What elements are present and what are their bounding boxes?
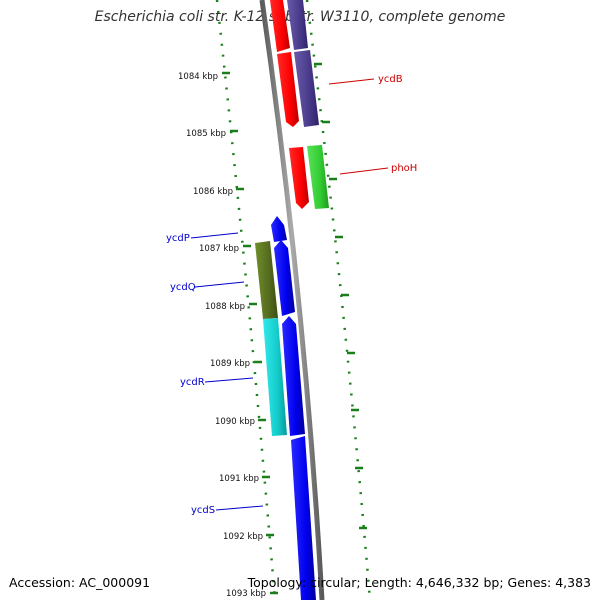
genome-backbone: [259, 0, 325, 600]
gene-ycdB-upper-purple[interactable]: [287, 0, 308, 50]
tick-label: 1093 kbp: [226, 589, 266, 599]
gene-label-ycdR[interactable]: ycdR: [180, 377, 254, 388]
gene-label-ycdQ[interactable]: ycdQ: [170, 281, 245, 293]
gene-phoH-red[interactable]: [289, 147, 309, 209]
gene-phoH-green[interactable]: [307, 145, 329, 209]
inner-ticks: [222, 71, 278, 595]
outer-ticks: [314, 62, 367, 530]
tick-label: 1085 kbp: [186, 129, 226, 139]
gene-label-text: ycdQ: [170, 282, 196, 293]
tick-labels: 1084 kbp 1085 kbp 1086 kbp 1087 kbp 1088…: [178, 72, 266, 599]
gene-label-text: ycdP: [166, 233, 190, 244]
gene-ycdQ-blue[interactable]: [274, 240, 295, 316]
gene-label-text: ycdB: [378, 74, 403, 85]
gene-ycdP-blue-short[interactable]: [271, 216, 287, 242]
tick-label: 1089 kbp: [210, 359, 250, 369]
accession-text: Accession: AC_000091: [9, 575, 151, 590]
tick-label: 1090 kbp: [215, 417, 255, 427]
tick-label: 1088 kbp: [205, 302, 245, 312]
gene-label-ycdB[interactable]: ycdB: [328, 74, 403, 85]
genome-summary-text: Topology: circular; Length: 4,646,332 bp…: [247, 575, 591, 590]
tick-label: 1086 kbp: [193, 187, 233, 197]
gene-label-ycdP[interactable]: ycdP: [166, 232, 239, 244]
gene-ycdS-blue[interactable]: [291, 436, 316, 600]
tick-label: 1084 kbp: [178, 72, 218, 82]
gene-ycdB-purple[interactable]: [294, 50, 319, 127]
tick-label: 1092 kbp: [223, 532, 263, 542]
gene-label-ycdS[interactable]: ycdS: [191, 505, 264, 516]
gene-label-text: ycdS: [191, 505, 215, 516]
gene-ycdB-upper-red[interactable]: [270, 0, 290, 52]
gene-label-phoH[interactable]: phoH: [339, 163, 417, 175]
gene-ycdB-red[interactable]: [277, 52, 299, 127]
tick-label: 1091 kbp: [219, 474, 259, 484]
inner-dotted-track: [215, 0, 277, 600]
gene-ycdR-cyan[interactable]: [263, 318, 287, 436]
gene-ycdR-blue[interactable]: [282, 316, 305, 436]
gene-ycdQ-olive[interactable]: [255, 241, 278, 319]
gene-label-text: ycdR: [180, 377, 205, 388]
gene-label-text: phoH: [391, 163, 417, 174]
tick-label: 1087 kbp: [199, 244, 239, 254]
